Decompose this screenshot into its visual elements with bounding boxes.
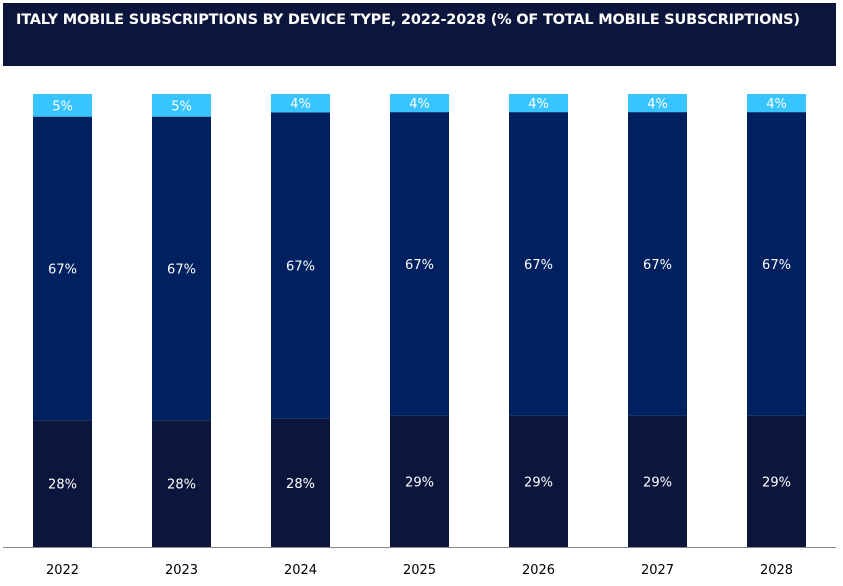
data-label: 28% xyxy=(286,477,315,492)
bar-segment xyxy=(33,94,92,117)
bar-segment xyxy=(33,420,92,547)
bar-segment xyxy=(390,112,449,416)
bar-segment xyxy=(628,112,687,416)
bar-segment xyxy=(152,94,211,117)
bar-segment xyxy=(271,418,330,547)
data-label: 4% xyxy=(766,97,787,112)
bar-segment xyxy=(747,94,806,113)
data-label: 28% xyxy=(48,478,77,493)
bar-segment xyxy=(271,112,330,419)
bar-segment xyxy=(747,112,806,416)
bar-segment xyxy=(390,94,449,113)
data-label: 67% xyxy=(762,258,791,273)
title-bar: ITALY MOBILE SUBSCRIPTIONS BY DEVICE TYP… xyxy=(3,3,836,66)
data-label: 29% xyxy=(762,475,791,490)
data-label: 5% xyxy=(52,99,73,114)
data-label: 67% xyxy=(405,258,434,273)
x-tick-label: 2025 xyxy=(403,563,436,578)
x-tick-label: 2024 xyxy=(284,563,317,578)
bar-segment xyxy=(747,415,806,547)
bar-segment xyxy=(271,94,330,113)
data-label: 67% xyxy=(286,260,315,275)
data-label: 67% xyxy=(48,262,77,277)
bar-segment xyxy=(33,116,92,421)
data-label: 4% xyxy=(647,97,668,112)
bar-segment xyxy=(509,94,568,113)
x-tick-label: 2023 xyxy=(165,563,198,578)
bar-segment xyxy=(152,420,211,547)
bar-segment xyxy=(152,116,211,421)
data-label: 29% xyxy=(643,475,672,490)
data-label: 67% xyxy=(167,262,196,277)
data-label: 29% xyxy=(405,475,434,490)
bar-segment xyxy=(628,415,687,547)
x-tick-label: 2026 xyxy=(522,563,555,578)
x-tick-label: 2027 xyxy=(641,563,674,578)
data-label: 5% xyxy=(171,99,192,114)
x-tick-label: 2028 xyxy=(760,563,793,578)
bar-segment xyxy=(509,415,568,547)
data-label: 28% xyxy=(167,478,196,493)
data-label: 67% xyxy=(643,258,672,273)
data-label: 4% xyxy=(409,97,430,112)
data-label: 29% xyxy=(524,475,553,490)
chart-title: ITALY MOBILE SUBSCRIPTIONS BY DEVICE TYP… xyxy=(16,12,800,28)
data-label: 4% xyxy=(528,97,549,112)
data-label: 67% xyxy=(524,258,553,273)
bar-segment xyxy=(509,112,568,416)
bar-segment xyxy=(628,94,687,113)
data-label: 4% xyxy=(290,97,311,112)
bar-segment xyxy=(390,415,449,547)
x-tick-label: 2022 xyxy=(46,563,79,578)
